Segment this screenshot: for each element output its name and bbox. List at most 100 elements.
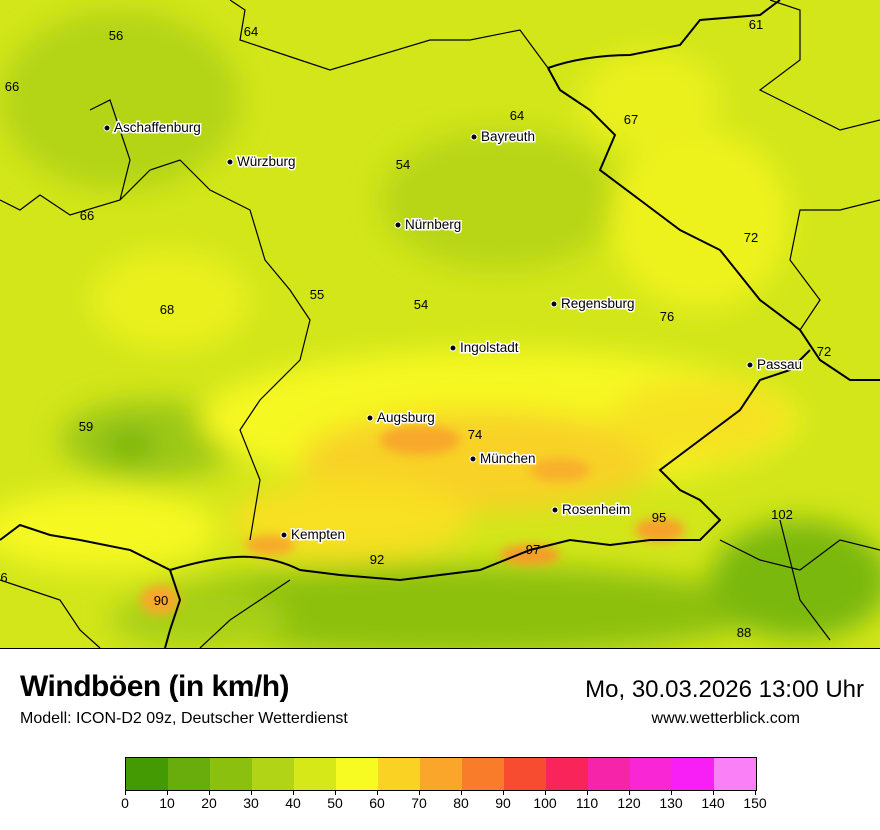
gust-value: 76	[660, 309, 674, 324]
gust-value: 72	[744, 230, 758, 245]
legend-tick-label: 50	[327, 795, 343, 811]
legend-tick-label: 30	[243, 795, 259, 811]
legend-tick	[419, 790, 420, 795]
city-marker: Ingolstadt	[449, 339, 520, 357]
legend-swatch	[420, 758, 462, 790]
gust-value: 68	[160, 302, 174, 317]
city-marker: Passau	[746, 356, 804, 374]
city-marker: Aschaffenburg	[103, 119, 202, 137]
gust-field	[0, 10, 880, 648]
city-dot	[470, 133, 478, 141]
city-dot	[550, 300, 558, 308]
city-marker: Bayreuth	[470, 128, 537, 146]
legend-tick-label: 130	[659, 795, 683, 811]
city-name: Würzburg	[237, 154, 296, 169]
borders	[0, 0, 880, 648]
gust-value: 88	[737, 625, 751, 640]
legend-tick	[629, 790, 630, 795]
map-title: Windböen (in km/h)	[20, 670, 290, 703]
legend-tick	[167, 790, 168, 795]
city-marker: München	[469, 450, 537, 468]
gust-value: 95	[652, 510, 666, 525]
legend-tick-label: 40	[285, 795, 301, 811]
city-name: Regensburg	[561, 296, 635, 311]
gust-value: 97	[526, 542, 540, 557]
legend-tick	[377, 790, 378, 795]
legend-tick-label: 110	[575, 795, 599, 811]
city-name: Kempten	[291, 527, 345, 542]
legend-tick	[503, 790, 504, 795]
legend-tick	[713, 790, 714, 795]
city-dot	[551, 506, 559, 514]
gust-value: 66	[80, 208, 94, 223]
legend-tick	[335, 790, 336, 795]
wind-gust-map: 56 64 61 66 67 64 54 66 72 55 54 68 76 72 59 74 95 102 92 9…	[0, 0, 880, 649]
gust-value: 54	[396, 157, 410, 172]
legend-tick-label: 150	[743, 795, 767, 811]
legend-swatch	[336, 758, 378, 790]
legend-swatch	[630, 758, 672, 790]
legend-tick-label: 10	[159, 795, 175, 811]
legend-tick-label: 60	[369, 795, 385, 811]
city-dot	[226, 158, 234, 166]
legend-tick-label: 100	[533, 795, 557, 811]
city-dot	[746, 361, 754, 369]
city-marker: Würzburg	[226, 153, 297, 171]
legend-swatch	[672, 758, 714, 790]
legend-swatch	[462, 758, 504, 790]
legend-swatch	[714, 758, 756, 790]
gust-value: 92	[370, 552, 384, 567]
city-marker: Augsburg	[366, 409, 436, 427]
city-labels: Aschaffenburg Würzburg Bayreuth Nürnberg Reg…	[103, 119, 804, 544]
legend-tick	[545, 790, 546, 795]
legend-tick-label: 80	[453, 795, 469, 811]
gust-value: 66	[5, 79, 19, 94]
legend-swatch	[252, 758, 294, 790]
legend-tick	[293, 790, 294, 795]
legend-tick-label: 0	[121, 795, 129, 811]
legend-swatch	[168, 758, 210, 790]
website-link[interactable]: www.wetterblick.com	[651, 710, 800, 727]
legend-tick-label: 120	[617, 795, 641, 811]
legend-tick	[671, 790, 672, 795]
legend-tick	[251, 790, 252, 795]
city-marker: Nürnberg	[394, 216, 463, 234]
legend-tick	[587, 790, 588, 795]
city-name: Augsburg	[377, 410, 435, 425]
value-labels: 56 64 61 66 67 64 54 66 72 55 54 68 76 72 59 74 95 102 92 9…	[0, 17, 831, 640]
city-name: Nürnberg	[405, 217, 461, 232]
legend-tick	[125, 790, 126, 795]
gust-value: 59	[79, 419, 93, 434]
gust-value: 74	[468, 427, 482, 442]
city-dot	[469, 455, 477, 463]
gust-value: 90	[154, 593, 168, 608]
gust-value: 55	[310, 287, 324, 302]
legend-swatch	[378, 758, 420, 790]
gust-value: 67	[624, 112, 638, 127]
legend-swatch	[546, 758, 588, 790]
legend-swatch	[126, 758, 168, 790]
gust-value: 56	[109, 28, 123, 43]
legend-ticks: 0 10 20 30 40 50 60 70 80 90 100 110 120 130 140 150	[121, 790, 767, 820]
legend-tick-label: 20	[201, 795, 217, 811]
gust-value: 102	[771, 507, 793, 522]
valid-datetime: Mo, 30.03.2026 13:00 Uhr	[585, 676, 864, 703]
city-name: München	[480, 451, 536, 466]
gust-value: 64	[510, 108, 524, 123]
gust-value: 64	[244, 24, 258, 39]
legend-tick	[755, 790, 756, 795]
city-marker: Regensburg	[550, 295, 636, 313]
gust-value: 54	[414, 297, 428, 312]
legend-swatch	[588, 758, 630, 790]
gust-value: 61	[749, 17, 763, 32]
legend-swatch	[504, 758, 546, 790]
city-name: Passau	[757, 357, 802, 372]
city-name: Rosenheim	[562, 502, 630, 517]
model-source: Modell: ICON-D2 09z, Deutscher Wetterdie…	[20, 710, 348, 727]
city-name: Bayreuth	[481, 129, 535, 144]
city-marker: Kempten	[280, 526, 347, 544]
legend-tick-label: 70	[411, 795, 427, 811]
legend-swatch	[294, 758, 336, 790]
legend-tick-label: 140	[701, 795, 725, 811]
color-legend	[125, 757, 757, 791]
